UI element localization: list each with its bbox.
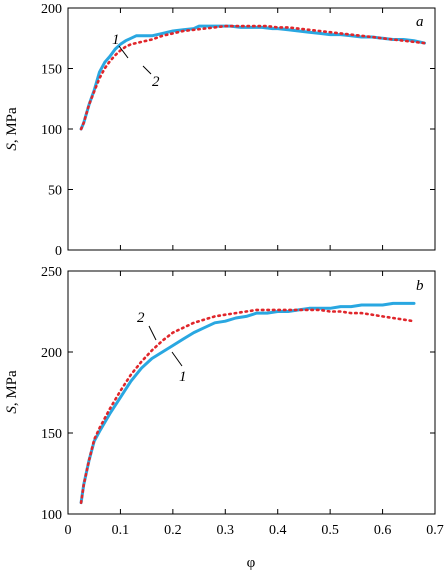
- panel-b-y-tick-label: 200: [41, 346, 62, 361]
- panel-b-curve-label-1: 1: [179, 369, 187, 385]
- panel-b-y-tick-label: 100: [41, 508, 62, 523]
- x-tick-label: 0: [65, 523, 72, 538]
- panel-a-ticks: 0 50 100 150 200: [41, 2, 436, 259]
- panel-a-y-tick-label: 50: [48, 184, 62, 199]
- panel-a-y-tick-label: 150: [41, 63, 62, 78]
- panel-b-tag: b: [416, 278, 424, 294]
- panel-a-series-1-line: [79, 24, 426, 131]
- panel-b-curve-label-2: 2: [137, 310, 145, 326]
- panel-a-y-tick-label: 0: [55, 244, 62, 259]
- panel-a-y-tick-label: 200: [41, 2, 62, 17]
- panel-b-series-2-line: [79, 308, 416, 505]
- panel-a-series-2-line: [79, 24, 426, 131]
- panel-b-curve-leader-1: [171, 351, 183, 367]
- panel-b-y-tick-label: 150: [41, 427, 62, 442]
- x-tick-label: 0.2: [164, 523, 182, 538]
- panel-a-curve-label-2: 2: [152, 74, 160, 90]
- panel-a-curve-leader-1: [118, 45, 129, 59]
- panel-b: 0 0.1 0.2 0.3 0.4 0.5 0.6 0.7 100 150 200 250 b S, …: [4, 265, 444, 571]
- x-tick-label: 0.5: [321, 523, 339, 538]
- x-tick-label: 0.6: [374, 523, 392, 538]
- panel-b-series: [79, 301, 416, 505]
- panel-b-ticks: 0 0.1 0.2 0.3 0.4 0.5 0.6 0.7 100 150 200 250: [41, 265, 444, 538]
- panel-a: 0 50 100 150 200 a S, MPa 1 2: [4, 2, 436, 259]
- x-tick-label: 0.7: [426, 523, 444, 538]
- panel-a-curve-leader-2: [142, 65, 152, 75]
- panel-a-curve-label-1: 1: [112, 32, 120, 48]
- panel-a-series: [79, 24, 426, 131]
- panel-b-series-1-line: [79, 301, 416, 505]
- panel-a-tag: a: [416, 14, 424, 30]
- panel-a-ylabel: S, MPa: [4, 107, 20, 151]
- x-tick-label: 0.1: [112, 523, 130, 538]
- panel-b-ylabel: S, MPa: [4, 370, 20, 414]
- panel-b-frame: [67, 270, 436, 515]
- x-tick-label: 0.3: [217, 523, 235, 538]
- panel-b-y-tick-label: 250: [41, 265, 62, 280]
- panel-b-xlabel: φ: [247, 555, 256, 571]
- panel-b-curve-leader-2: [148, 325, 157, 341]
- x-tick-label: 0.4: [269, 523, 287, 538]
- panel-a-y-tick-label: 100: [41, 123, 62, 138]
